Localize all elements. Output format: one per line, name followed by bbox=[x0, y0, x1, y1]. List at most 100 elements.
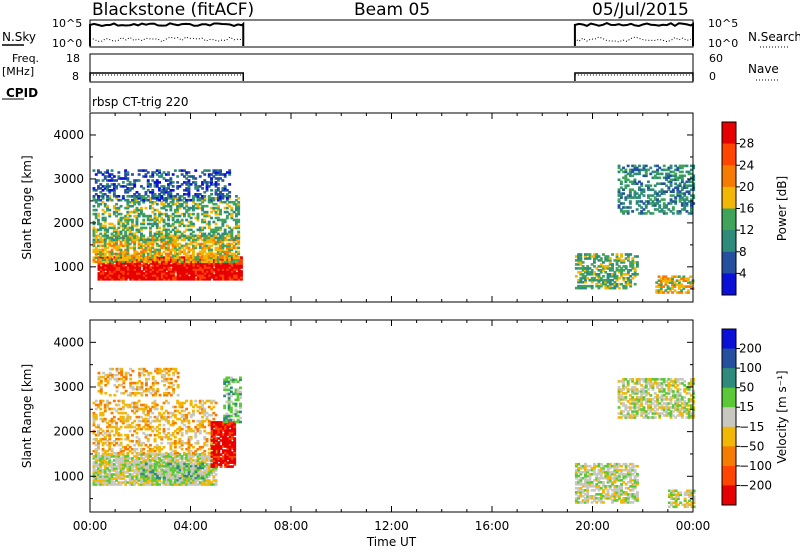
data-cell bbox=[149, 415, 152, 419]
data-cell bbox=[126, 465, 130, 468]
data-cell bbox=[593, 255, 596, 258]
data-cell bbox=[112, 419, 116, 423]
data-cell bbox=[214, 451, 218, 455]
data-cell bbox=[158, 195, 161, 198]
data-cell bbox=[151, 459, 155, 462]
data-cell bbox=[194, 206, 198, 210]
data-cell bbox=[140, 234, 143, 238]
data-cell bbox=[674, 174, 678, 178]
data-cell bbox=[119, 441, 123, 445]
data-cell bbox=[111, 266, 114, 269]
data-cell bbox=[106, 246, 109, 250]
data-cell bbox=[119, 216, 123, 220]
data-cell bbox=[180, 258, 184, 262]
data-cell bbox=[180, 467, 184, 470]
data-cell bbox=[97, 258, 100, 262]
data-cell bbox=[111, 276, 114, 279]
data-cell bbox=[110, 226, 114, 230]
data-cell bbox=[142, 248, 146, 252]
data-cell bbox=[216, 198, 220, 202]
data-cell bbox=[117, 431, 121, 435]
data-cell bbox=[151, 173, 155, 176]
data-cell bbox=[117, 471, 121, 474]
data-cell bbox=[101, 453, 105, 456]
data-cell bbox=[126, 433, 130, 437]
data-cell bbox=[104, 391, 108, 395]
data-cell bbox=[112, 230, 116, 234]
data-cell bbox=[169, 475, 173, 478]
data-cell bbox=[642, 212, 646, 215]
data-cell bbox=[115, 425, 118, 429]
data-cell bbox=[110, 417, 114, 421]
data-cell bbox=[115, 437, 118, 441]
data-cell bbox=[221, 193, 225, 196]
data-cell bbox=[208, 276, 212, 279]
data-cell bbox=[231, 278, 234, 281]
data-cell bbox=[133, 214, 137, 218]
data-cell bbox=[117, 230, 121, 234]
data-cell bbox=[176, 248, 180, 252]
data-cell bbox=[203, 250, 207, 254]
data-cell bbox=[162, 191, 166, 194]
data-cell bbox=[144, 468, 148, 472]
data-cell bbox=[666, 277, 670, 280]
data-cell bbox=[180, 198, 184, 202]
data-cell bbox=[128, 187, 132, 190]
data-cell bbox=[101, 441, 105, 445]
data-cell bbox=[136, 276, 139, 279]
data-cell bbox=[228, 268, 232, 271]
data-cell bbox=[192, 478, 196, 482]
data-cell bbox=[221, 268, 225, 271]
data-cell bbox=[104, 379, 108, 383]
data-cell bbox=[196, 218, 200, 222]
data-cell bbox=[147, 389, 151, 393]
data-cell bbox=[112, 187, 116, 190]
data-cell bbox=[142, 240, 146, 244]
data-cell bbox=[171, 202, 175, 206]
y-axis-label: Slant Range [km] bbox=[20, 155, 34, 259]
data-cell bbox=[149, 198, 152, 202]
data-cell bbox=[624, 206, 628, 209]
data-cell bbox=[131, 246, 134, 250]
data-cell bbox=[99, 226, 103, 230]
data-cell bbox=[140, 465, 143, 468]
data-cell bbox=[669, 180, 673, 184]
data-cell bbox=[171, 475, 175, 478]
data-cell bbox=[115, 475, 118, 478]
data-cell bbox=[164, 236, 168, 240]
data-cell bbox=[237, 220, 241, 224]
data-cell bbox=[178, 230, 182, 234]
data-cell bbox=[135, 481, 139, 484]
data-cell bbox=[172, 274, 176, 277]
data-cell bbox=[97, 274, 101, 277]
data-cell bbox=[117, 252, 121, 256]
data-cell bbox=[624, 198, 628, 201]
data-cell bbox=[110, 222, 114, 226]
data-cell bbox=[237, 272, 241, 275]
data-cell bbox=[210, 465, 214, 468]
data-cell bbox=[185, 276, 189, 279]
data-cell bbox=[155, 445, 159, 449]
data-cell bbox=[169, 177, 173, 180]
data-cell bbox=[217, 278, 221, 281]
data-cell bbox=[138, 270, 142, 273]
data-cell bbox=[197, 266, 200, 269]
data-cell bbox=[237, 236, 241, 240]
data-cell bbox=[185, 419, 189, 423]
data-cell bbox=[190, 262, 194, 265]
data-cell bbox=[658, 182, 662, 185]
data-cell bbox=[167, 274, 171, 277]
data-cell bbox=[167, 481, 170, 484]
data-cell bbox=[106, 256, 110, 259]
data-cell bbox=[108, 477, 112, 480]
data-cell bbox=[160, 435, 164, 439]
data-cell bbox=[235, 224, 238, 228]
data-cell bbox=[119, 425, 123, 429]
data-cell bbox=[176, 264, 180, 267]
data-cell bbox=[599, 282, 603, 286]
data-cell bbox=[146, 479, 150, 482]
freq-tick-top: 18 bbox=[66, 52, 80, 65]
data-cell bbox=[99, 461, 103, 464]
data-cell bbox=[171, 248, 175, 252]
data-cell bbox=[178, 429, 182, 433]
